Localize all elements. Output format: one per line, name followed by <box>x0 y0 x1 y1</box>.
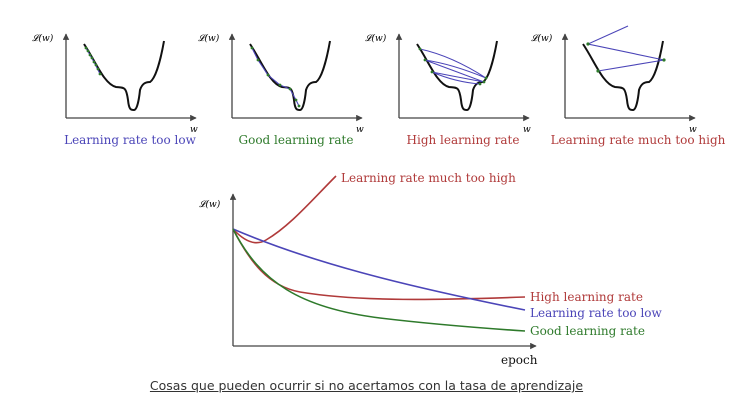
panel-good-label: Good learning rate <box>239 133 354 147</box>
series-veryhigh-curve <box>232 175 337 244</box>
panel-high-steps <box>418 47 488 86</box>
panel-low-label: Learning rate too low <box>64 133 197 147</box>
panel-good-step-path <box>251 47 300 107</box>
series-high-label: High learning rate <box>530 290 643 304</box>
panel-high-xlabel: w <box>523 125 531 135</box>
panel-low-loss-curve <box>83 40 165 112</box>
panel-high-label: High learning rate <box>407 133 520 147</box>
figure-caption[interactable]: Cosas que pueden ocurrir si no acertamos… <box>149 378 584 393</box>
panel-high-step-path <box>419 48 487 85</box>
panel-good-xlabel: w <box>356 125 364 135</box>
panel-low-ylabel: 𝓛(w) <box>32 33 54 44</box>
series-good-curve <box>232 228 526 332</box>
panel-high-ylabel: 𝓛(w) <box>365 33 387 44</box>
series-good-label: Good learning rate <box>530 324 645 338</box>
panel-veryhigh-ylabel: 𝓛(w) <box>531 33 553 44</box>
panel-good-ylabel: 𝓛(w) <box>198 33 220 44</box>
panel-veryhigh-label: Learning rate much too high <box>551 133 726 147</box>
panel-veryhigh-steps <box>586 42 666 73</box>
epoch-plot-ylabel: 𝓛(w) <box>199 199 221 210</box>
epoch-plot-xlabel: epoch <box>501 353 538 367</box>
panel-low: 𝓛(w) w Learning rate too low <box>32 33 198 147</box>
panel-good-steps <box>250 46 301 108</box>
panel-veryhigh-loss-curve <box>582 40 664 112</box>
panel-low-xlabel: w <box>190 125 198 135</box>
panel-good: 𝓛(w) w Good learning rate <box>198 33 364 147</box>
series-high-curve <box>232 228 526 301</box>
series-low-curve <box>232 228 526 311</box>
panel-veryhigh: 𝓛(w) w Learning rate much too high <box>531 25 726 147</box>
panel-high: 𝓛(w) w High learning rate <box>365 33 531 147</box>
panel-veryhigh-step-path <box>586 25 665 72</box>
panel-veryhigh-xlabel: w <box>689 125 697 135</box>
series-low-label: Learning rate too low <box>530 306 663 320</box>
epoch-plot: 𝓛(w) epoch Learning rate much too high H… <box>199 171 663 367</box>
panel-low-steps <box>84 46 102 76</box>
series-veryhigh-label: Learning rate much too high <box>341 171 516 185</box>
panel-good-loss-curve <box>249 40 331 112</box>
